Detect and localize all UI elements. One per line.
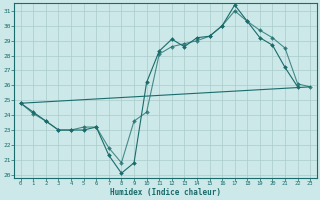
- X-axis label: Humidex (Indice chaleur): Humidex (Indice chaleur): [110, 188, 221, 197]
